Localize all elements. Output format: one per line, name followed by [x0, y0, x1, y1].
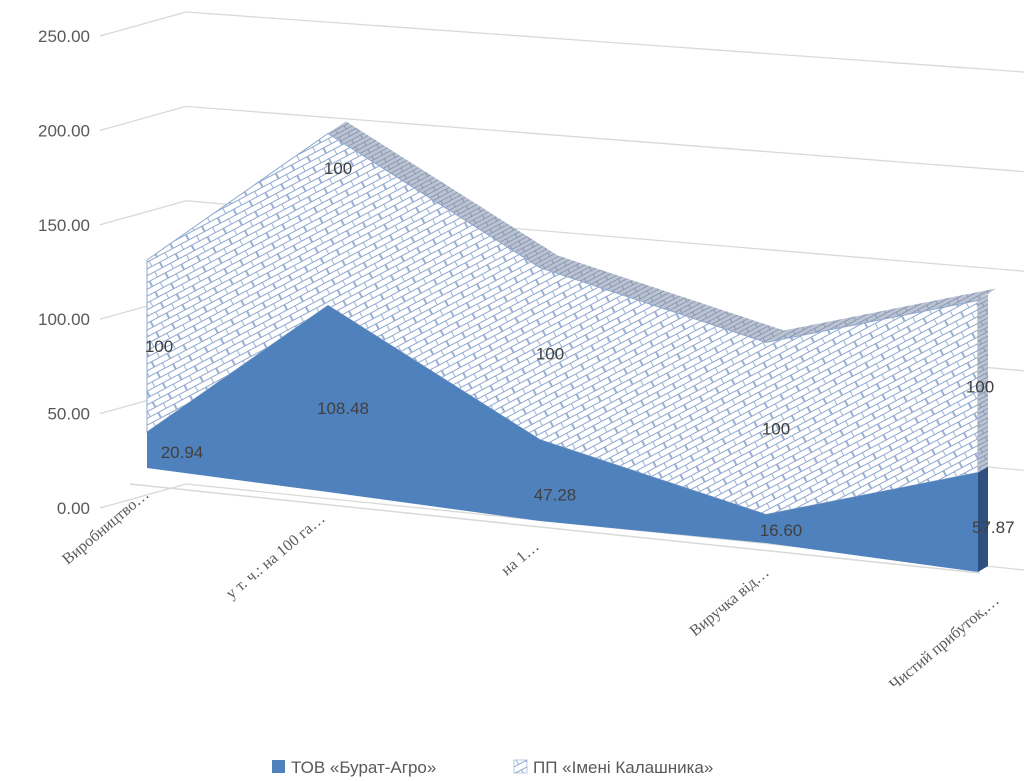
y-tick-label: 200.00: [38, 121, 90, 140]
data-label-series-1: 100: [145, 337, 173, 356]
data-label-series-0: 57.87: [972, 518, 1015, 537]
gridline: [186, 12, 1024, 72]
legend-swatch-series-1: [514, 760, 527, 773]
data-label-series-0: 16.60: [760, 521, 803, 540]
gridline-left: [100, 12, 186, 36]
y-tick-label: 0.00: [57, 499, 90, 518]
y-tick-label: 250.00: [38, 27, 90, 46]
legend-label-series-0: ТОВ «Бурат-Агро»: [291, 758, 436, 777]
data-label-series-1: 100: [762, 419, 790, 438]
data-label-series-0: 108.48: [317, 399, 369, 418]
legend-swatch-series-0: [272, 760, 285, 773]
data-label-series-1: 100: [536, 345, 564, 364]
data-label-series-1: 100: [324, 159, 352, 178]
y-tick-label: 150.00: [38, 216, 90, 235]
data-label-series-0: 20.94: [161, 443, 204, 462]
legend-label-series-1: ПП «Імені Калашника»: [533, 758, 713, 777]
x-tick-label: на 1…: [498, 538, 542, 579]
x-tick-label: Виручка від…: [687, 564, 773, 640]
data-label-series-1: 100: [966, 377, 994, 396]
x-tick-label: Чистий прибуток,…: [886, 592, 1002, 693]
data-label-series-0: 47.28: [534, 485, 577, 504]
gridline-left: [100, 201, 186, 225]
x-tick-label: у т. ч.: на 100 га…: [223, 510, 329, 602]
plot-areas: [147, 121, 996, 572]
gridline-left: [100, 106, 186, 130]
legend: ТОВ «Бурат-Агро» ПП «Імені Калашника»: [272, 758, 713, 777]
y-axis-ticks: 0.00 50.00 100.00 150.00 200.00 250.00: [38, 27, 90, 518]
y-tick-label: 100.00: [38, 310, 90, 329]
y-tick-label: 50.00: [47, 405, 90, 424]
